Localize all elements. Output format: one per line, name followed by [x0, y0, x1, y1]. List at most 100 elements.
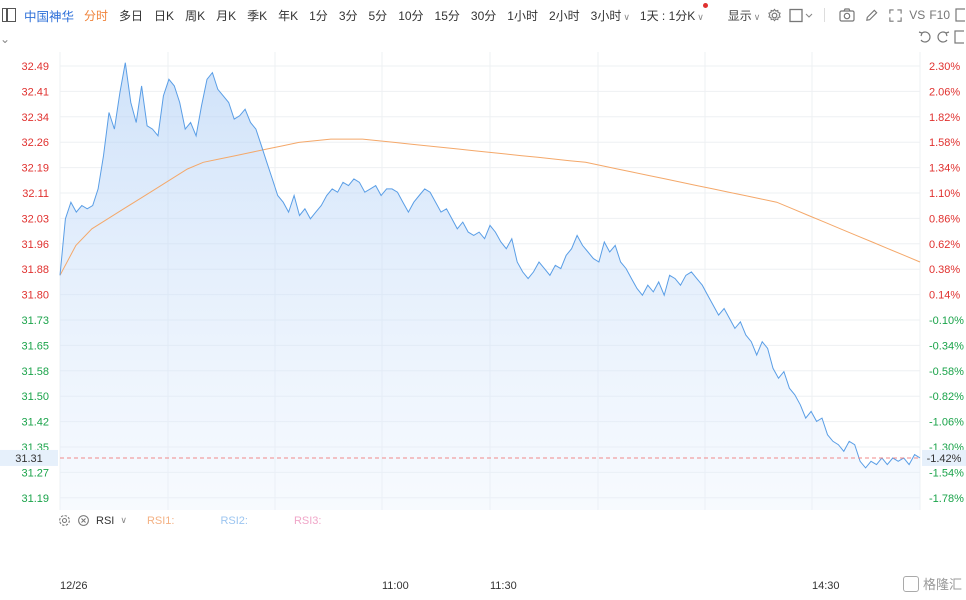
close-icon[interactable] [77, 514, 90, 527]
current-price-tag-bg [0, 449, 58, 466]
tab-daily-k[interactable]: 日K [154, 8, 175, 23]
sidebar-toggle-icon[interactable] [2, 8, 16, 22]
undo-icon[interactable] [918, 30, 932, 47]
tab-timeshare[interactable]: 分时 [84, 8, 109, 23]
redo-icon[interactable] [936, 30, 950, 47]
percent-tick-label: -0.82% [929, 391, 964, 403]
layers-icon[interactable] [954, 30, 966, 47]
f10-button[interactable]: F10 [929, 8, 950, 22]
tab-1min[interactable]: 1分 [309, 8, 328, 23]
percent-tick-label: -0.58% [929, 366, 964, 378]
settings-icon[interactable] [764, 5, 784, 25]
intraday-chart[interactable]: 32.49 32.41 32.34 32.26 32.19 32.11 32.03 31.96… [0, 52, 966, 514]
watermark-logo: 格隆汇 [902, 574, 962, 593]
price-tick-label: 31.73 [21, 315, 49, 327]
camera-icon[interactable] [837, 5, 857, 25]
rsi-indicator-bar: RSI ∨ RSI1: RSI2: RSI3: [58, 514, 321, 527]
tab-weekly-k[interactable]: 周K [185, 8, 206, 23]
percent-tick-label: 1.34% [929, 163, 960, 175]
percent-tick-label: 1.58% [929, 137, 960, 149]
draw-pencil-icon[interactable] [861, 5, 881, 25]
price-tick-label: 31.50 [21, 391, 49, 403]
chart-toolbar: 中国神华 分时 多日 日K 周K 月K 季K 年K 1分 3分 5分 10分 1… [0, 0, 966, 30]
gear-icon[interactable] [58, 514, 71, 527]
percent-tick-label: 2.30% [929, 61, 960, 73]
current-price-tag: 31.31 [15, 453, 43, 465]
price-tick-label: 32.03 [21, 213, 49, 225]
tab-3min[interactable]: 3分 [338, 8, 358, 23]
layout-dropdown-icon[interactable] [788, 5, 816, 25]
display-label: 显示 [727, 8, 752, 23]
percent-tick-label: 0.14% [929, 290, 960, 302]
rsi2-value: RSI2: [220, 514, 248, 527]
price-tick-label: 31.88 [21, 264, 49, 276]
tab-1hour[interactable]: 1小时 [507, 8, 538, 23]
display-dropdown[interactable]: 显示 ∨ [728, 7, 761, 24]
percent-tick-label: -0.34% [929, 340, 964, 352]
percent-tick-label: -0.10% [929, 315, 964, 327]
percent-tick-label: 0.62% [929, 239, 960, 251]
price-tick-label: 31.42 [21, 417, 49, 429]
tab-monthly-k[interactable]: 月K [216, 8, 237, 23]
price-tick-label: 32.41 [21, 86, 49, 98]
price-area [60, 62, 920, 510]
chevron-down-icon[interactable]: ∨ [120, 515, 127, 525]
rsi-label: RSI [96, 514, 115, 527]
tab-yearly-k[interactable]: 年K [278, 8, 299, 23]
divider [824, 8, 826, 22]
chevron-down-icon: ∨ [753, 11, 761, 22]
x-tick-label: 11:30 [490, 580, 517, 592]
tab-30min[interactable]: 30分 [470, 8, 497, 23]
rsi3-value: RSI3: [293, 514, 322, 527]
tab-multiday[interactable]: 多日 [119, 8, 144, 23]
percent-axis: 2.30% 2.06% 1.82% 1.58% 1.34% 1.10% 0.86% 0.62%… [929, 61, 964, 505]
percent-tick-label: 2.06% [929, 86, 960, 98]
dropdown-3hour[interactable]: 3小时 ∨ [591, 7, 630, 24]
chevron-left-icon[interactable]: ⌄ [0, 32, 11, 46]
watermark-text: 格隆汇 [922, 577, 962, 592]
price-tick-label: 32.19 [21, 163, 49, 175]
price-line [59, 62, 921, 469]
panel-icon[interactable] [954, 5, 966, 25]
tab-quarterly-k[interactable]: 季K [247, 8, 268, 23]
percent-tick-label: -1.54% [929, 467, 964, 479]
price-tick-label: 32.49 [21, 61, 49, 73]
tab-15min[interactable]: 15分 [434, 8, 460, 23]
average-price-line [59, 138, 921, 276]
current-percent-tag: -1.42% [927, 453, 962, 465]
price-tick-label: 31.65 [21, 340, 49, 352]
percent-tick-label: 1.10% [929, 188, 960, 200]
price-tick-label: 31.27 [21, 467, 49, 479]
chevron-down-icon: ∨ [697, 11, 704, 22]
tab-10min[interactable]: 10分 [398, 8, 424, 23]
tab-2hour[interactable]: 2小时 [548, 8, 580, 23]
price-tick-label: 31.96 [21, 239, 49, 251]
logo-icon [902, 575, 919, 592]
vs-compare-button[interactable]: VS [909, 8, 926, 22]
price-axis: 32.49 32.41 32.34 32.26 32.19 32.11 32.03 31.96… [21, 61, 49, 505]
price-tick-label: 31.58 [21, 366, 49, 378]
percent-tick-label: 1.82% [929, 112, 960, 124]
percent-tick-label: -1.06% [929, 417, 964, 429]
percent-tick-label: 0.86% [929, 213, 960, 225]
current-price-tags: 31.31 -1.42% [0, 449, 966, 466]
price-tick-label: 32.34 [21, 112, 49, 124]
chevron-down-icon: ∨ [623, 11, 630, 22]
rsi1-value: RSI1: [146, 514, 175, 527]
dropdown-period-label: 1天 : 1分K [639, 8, 696, 23]
percent-tick-label: -1.78% [929, 493, 964, 505]
fullscreen-icon[interactable] [885, 5, 905, 25]
price-tick-label: 32.26 [21, 137, 49, 149]
percent-tick-label: 0.38% [929, 264, 960, 276]
tab-5min[interactable]: 5分 [368, 8, 388, 23]
price-tick-label: 31.19 [21, 493, 49, 505]
x-tick-label: 11:00 [382, 580, 409, 592]
stock-name[interactable]: 中国神华 [24, 9, 75, 24]
dropdown-period[interactable]: 1天 : 1分K ∨ [639, 2, 708, 24]
x-tick-label: 12/26 [60, 580, 88, 592]
toolbar-right: 显示 ∨ VS F10 [724, 0, 966, 30]
notification-dot [702, 2, 708, 8]
current-percent-tag-bg [922, 449, 966, 466]
dropdown-3hour-label: 3小时 [590, 8, 622, 23]
history-controls [918, 30, 966, 47]
